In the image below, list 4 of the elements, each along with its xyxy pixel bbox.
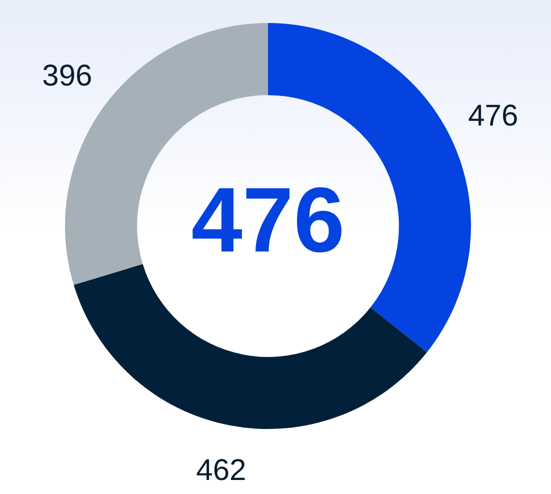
text: 476 [191,169,345,272]
data-label: 396 [42,59,92,92]
data-label: 462 [196,454,246,487]
data-label: 476 [468,100,518,133]
